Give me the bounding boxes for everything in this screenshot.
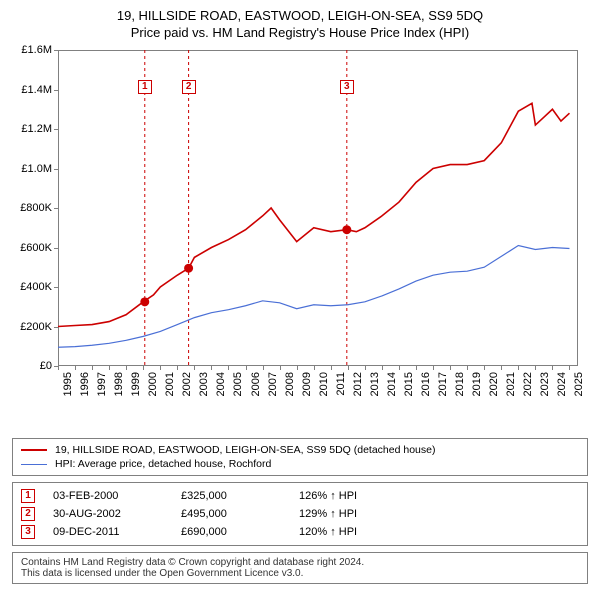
sale-point-dot (342, 225, 351, 234)
legend-swatch (21, 464, 47, 465)
title-block: 19, HILLSIDE ROAD, EASTWOOD, LEIGH-ON-SE… (12, 8, 588, 40)
sales-row-date: 30-AUG-2002 (53, 508, 163, 520)
sales-row-marker: 3 (21, 525, 35, 539)
sales-row-price: £495,000 (181, 508, 281, 520)
legend-swatch (21, 449, 47, 451)
footer-line1: Contains HM Land Registry data © Crown c… (21, 557, 579, 568)
series-hpi (58, 246, 569, 348)
sales-row-marker: 1 (21, 489, 35, 503)
title-line1: 19, HILLSIDE ROAD, EASTWOOD, LEIGH-ON-SE… (12, 8, 588, 23)
sales-row-price: £690,000 (181, 526, 281, 538)
sales-row: 1 03-FEB-2000 £325,000 126% ↑ HPI (21, 487, 579, 505)
series-price_paid (58, 103, 569, 326)
title-line2: Price paid vs. HM Land Registry's House … (12, 25, 588, 40)
sales-row-hpi: 120% ↑ HPI (299, 526, 419, 538)
legend-row: 19, HILLSIDE ROAD, EASTWOOD, LEIGH-ON-SE… (21, 443, 579, 457)
chart-container: 19, HILLSIDE ROAD, EASTWOOD, LEIGH-ON-SE… (0, 0, 600, 592)
chart-svg (12, 46, 588, 426)
legend: 19, HILLSIDE ROAD, EASTWOOD, LEIGH-ON-SE… (12, 438, 588, 476)
sales-row-date: 09-DEC-2011 (53, 526, 163, 538)
legend-label: 19, HILLSIDE ROAD, EASTWOOD, LEIGH-ON-SE… (55, 444, 435, 456)
sales-row-hpi: 126% ↑ HPI (299, 490, 419, 502)
legend-row: HPI: Average price, detached house, Roch… (21, 457, 579, 471)
sale-point-dot (184, 264, 193, 273)
sales-row-date: 03-FEB-2000 (53, 490, 163, 502)
sale-point-dot (140, 297, 149, 306)
chart-area: £0£200K£400K£600K£800K£1.0M£1.2M£1.4M£1.… (12, 46, 588, 426)
sales-row: 2 30-AUG-2002 £495,000 129% ↑ HPI (21, 505, 579, 523)
sales-row-price: £325,000 (181, 490, 281, 502)
footer-line2: This data is licensed under the Open Gov… (21, 568, 579, 579)
sales-row-hpi: 129% ↑ HPI (299, 508, 419, 520)
sales-row: 3 09-DEC-2011 £690,000 120% ↑ HPI (21, 523, 579, 541)
sale-callout-1: 1 (138, 80, 152, 94)
legend-label: HPI: Average price, detached house, Roch… (55, 458, 271, 470)
footer: Contains HM Land Registry data © Crown c… (12, 552, 588, 584)
sale-callout-3: 3 (340, 80, 354, 94)
sales-table: 1 03-FEB-2000 £325,000 126% ↑ HPI 2 30-AUG-20… (12, 482, 588, 546)
sale-callout-2: 2 (182, 80, 196, 94)
sales-row-marker: 2 (21, 507, 35, 521)
